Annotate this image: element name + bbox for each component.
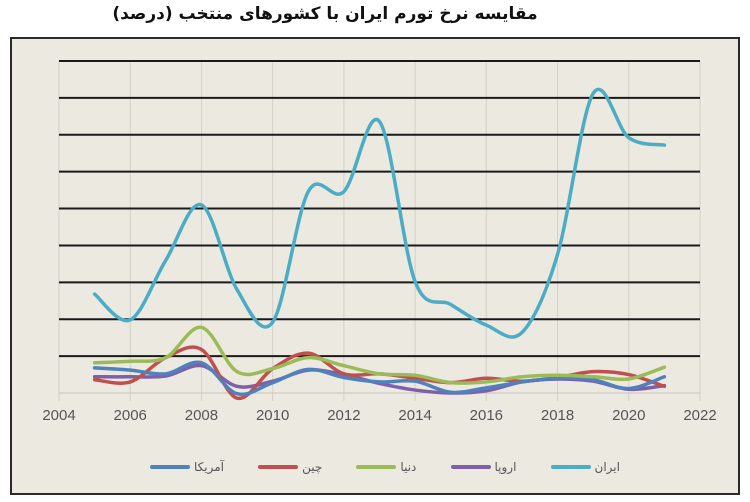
x-tick-label: 2016 — [470, 407, 503, 424]
x-tick-label: 2012 — [327, 407, 360, 424]
series-line — [92, 360, 667, 397]
legend-item-usa: آمریکا — [150, 460, 224, 474]
x-axis-ticks: 2004 2006 2008 2010 2012 2014 2016 2018 2020 2022 — [42, 407, 716, 424]
legend-label: ایران — [594, 460, 620, 474]
x-tick-label: 2008 — [185, 407, 218, 424]
legend-item-iran: ایران — [550, 460, 620, 474]
legend-swatch — [450, 465, 491, 469]
series-line — [92, 87, 667, 339]
gridlines — [58, 60, 701, 401]
legend-swatch — [258, 465, 299, 469]
x-tick-label: 2010 — [256, 407, 289, 424]
legend-swatch — [550, 465, 591, 469]
legend-swatch — [356, 465, 397, 469]
legend-label: آمریکا — [194, 460, 225, 474]
legend: ایران اروپا دنیا چین آمریکا — [150, 455, 620, 479]
x-tick-label: 2022 — [683, 407, 716, 424]
legend-item-china: چین — [258, 460, 322, 474]
chart-frame — [10, 37, 740, 495]
legend-label: اروپا — [494, 460, 517, 474]
x-tick-label: 2014 — [398, 407, 431, 424]
series-lines — [92, 87, 667, 400]
x-tick-label: 2004 — [42, 407, 75, 424]
series-line — [92, 325, 667, 385]
legend-item-world: دنیا — [356, 460, 416, 474]
x-tick-label: 2006 — [114, 407, 147, 424]
legend-label: چین — [302, 460, 323, 474]
legend-swatch — [150, 465, 190, 469]
legend-label: دنیا — [400, 460, 417, 474]
legend-item-europe: اروپا — [450, 460, 517, 474]
chart-title: مقایسه نرخ تورم ایران با کشورهای منتخب (… — [112, 4, 538, 24]
x-tick-label: 2020 — [612, 407, 645, 424]
x-tick-label: 2018 — [541, 407, 574, 424]
